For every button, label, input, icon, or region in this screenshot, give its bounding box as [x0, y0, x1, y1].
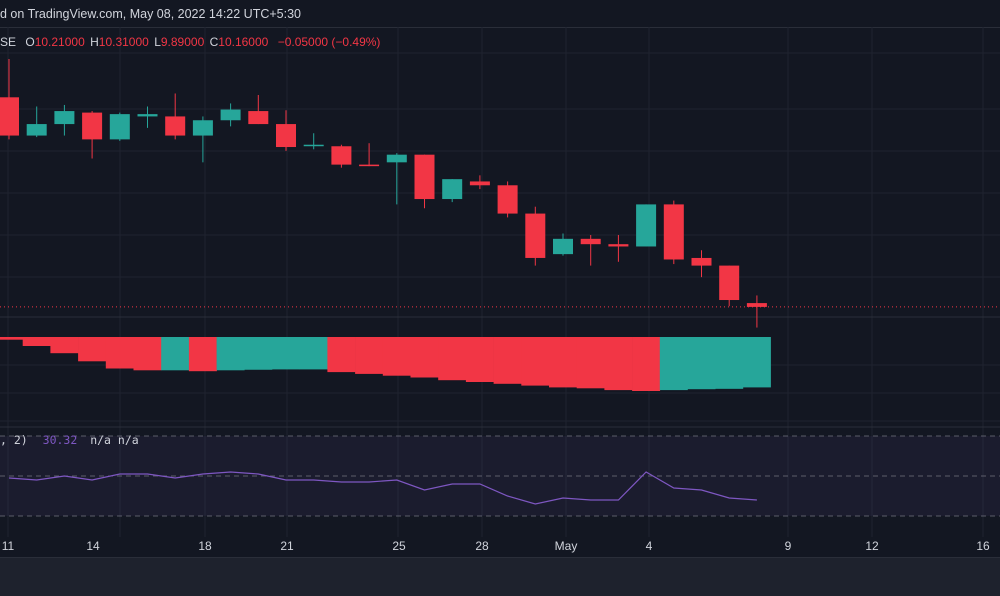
histogram-bar[interactable]: [410, 337, 439, 378]
symbol-suffix: SE: [0, 35, 17, 49]
histogram-bar[interactable]: [549, 337, 577, 388]
candle-body[interactable]: [331, 146, 352, 165]
x-axis-tick-label: 14: [86, 539, 100, 553]
histogram-bar[interactable]: [576, 337, 605, 389]
close-label: C: [209, 35, 219, 49]
histogram-bar[interactable]: [0, 337, 23, 340]
candle-body[interactable]: [469, 181, 490, 186]
candle-body[interactable]: [359, 164, 380, 167]
candle-body[interactable]: [165, 116, 186, 136]
high-label: H: [90, 35, 99, 49]
histogram-bar[interactable]: [742, 337, 771, 388]
rsi-legend: , 2) 30.32 n/a n/a: [0, 433, 141, 447]
candle-body[interactable]: [137, 114, 158, 117]
histogram-bar[interactable]: [687, 337, 716, 390]
published-on-text: d on TradingView.com, May 08, 2022 14:22…: [0, 7, 301, 21]
x-axis-tick-label: May: [555, 539, 578, 553]
candle-body[interactable]: [608, 244, 629, 247]
candle-body[interactable]: [719, 265, 740, 301]
open-label: O: [25, 35, 35, 49]
rsi-params: , 2): [0, 433, 28, 447]
low-label: L: [154, 35, 161, 49]
x-axis-tick-label: 12: [865, 539, 879, 553]
histogram-bar[interactable]: [188, 337, 217, 372]
candle-body[interactable]: [663, 204, 684, 260]
histogram-bar[interactable]: [438, 337, 467, 381]
candle-body[interactable]: [386, 154, 407, 163]
x-axis-tick-label: 11: [2, 539, 15, 553]
chart[interactable]: 11 14 18 21 25 28 May 4 9 12 16: [0, 27, 1000, 557]
histogram-bar[interactable]: [105, 337, 134, 369]
histogram-bar[interactable]: [715, 337, 744, 389]
histogram-bar[interactable]: [355, 337, 384, 374]
rsi-line[interactable]: [8, 471, 757, 505]
histogram-bar[interactable]: [465, 337, 494, 382]
high-value: 10.31000: [98, 35, 149, 49]
candle-body[interactable]: [192, 120, 213, 136]
histogram-bar[interactable]: [659, 337, 688, 391]
histogram-bar[interactable]: [216, 337, 245, 371]
bottom-toolbar: [0, 557, 1000, 596]
candle-body[interactable]: [691, 257, 712, 266]
histogram-bar[interactable]: [299, 337, 328, 370]
rsi-value: 30.32: [42, 433, 78, 447]
histogram-bar[interactable]: [493, 337, 522, 384]
candle-body[interactable]: [414, 154, 435, 200]
candle-body[interactable]: [442, 179, 463, 200]
x-axis-tick-label: 25: [392, 539, 406, 553]
candle-body[interactable]: [248, 111, 269, 125]
histogram-bar[interactable]: [382, 337, 411, 376]
histogram-bar[interactable]: [78, 337, 107, 362]
histogram-bar[interactable]: [161, 337, 190, 371]
histogram-bar[interactable]: [327, 337, 356, 373]
histogram-bar[interactable]: [50, 337, 79, 354]
candle-body[interactable]: [525, 213, 546, 258]
candle-body[interactable]: [303, 144, 324, 147]
candle-body[interactable]: [636, 204, 657, 247]
x-axis-tick-label: 9: [785, 539, 792, 553]
candle-body[interactable]: [109, 114, 130, 140]
histogram-bar[interactable]: [272, 337, 300, 370]
candle-body[interactable]: [746, 303, 767, 307]
ohlc-legend: SE O10.21000 H10.31000 L9.89000 C10.1600…: [0, 35, 382, 49]
histogram-bar[interactable]: [22, 337, 51, 346]
x-axis-tick-label: 16: [976, 539, 990, 553]
x-axis-tick-label: 4: [646, 539, 653, 553]
candle-body[interactable]: [82, 112, 103, 140]
histogram-bar[interactable]: [604, 337, 633, 391]
candle-body[interactable]: [54, 111, 75, 125]
rsi-extra: n/a n/a: [90, 433, 139, 447]
low-value: 9.89000: [160, 35, 205, 49]
candle-body[interactable]: [0, 97, 19, 136]
chart-header: d on TradingView.com, May 08, 2022 14:22…: [0, 0, 1000, 28]
candle-body[interactable]: [497, 185, 518, 214]
candle-body[interactable]: [26, 124, 47, 136]
histogram-bar[interactable]: [133, 337, 162, 371]
candle-body[interactable]: [220, 109, 241, 121]
open-value: 10.21000: [34, 35, 85, 49]
change-value: −0.05000 (−0.49%): [277, 35, 381, 49]
candle-body[interactable]: [553, 238, 573, 255]
x-axis-tick-label: 28: [475, 539, 489, 553]
x-axis-tick-label: 21: [280, 539, 294, 553]
candle-body[interactable]: [276, 124, 296, 148]
histogram-bar[interactable]: [632, 337, 661, 391]
candle-body[interactable]: [580, 238, 601, 245]
x-axis-tick-label: 18: [198, 539, 212, 553]
close-value: 10.16000: [218, 35, 269, 49]
histogram-bar[interactable]: [521, 337, 550, 386]
histogram-bar[interactable]: [244, 337, 273, 370]
